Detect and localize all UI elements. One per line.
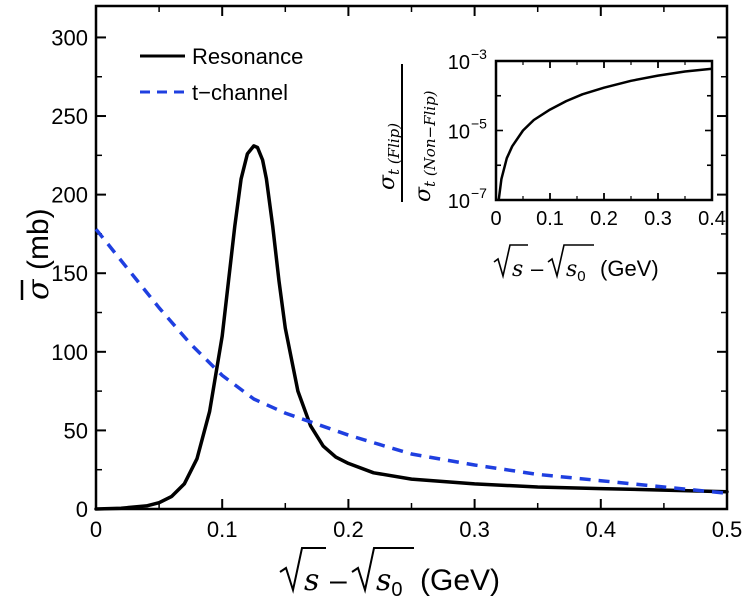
inset-y-label-numerator: σt (Flip) — [375, 123, 403, 190]
inset-y-axis-label: σt (Flip) σt (Non−Flip) — [375, 64, 439, 202]
y-tick-label: 0 — [76, 497, 88, 522]
y-tick-label: 250 — [51, 104, 88, 129]
main-x-axis-label: s – s0 (GeV) — [279, 547, 500, 601]
inset-y-tick-exponent: −5 — [471, 116, 487, 132]
sqrt-symbol-s0 — [351, 547, 414, 594]
main-series-layer — [94, 144, 729, 511]
inset-axis-ticks: 0 0.1 0.2 0.3 0.410−310−510−7 — [448, 46, 726, 230]
inset-y-tick-label: 10 — [448, 52, 470, 74]
legend: Resonance t−channel — [140, 44, 303, 105]
y-label-sigma: σ — [21, 278, 56, 300]
x-label-s0: s0 — [376, 563, 403, 601]
inset-x-label-s0: s0 — [566, 257, 586, 285]
sqrt-symbol-s — [279, 547, 326, 594]
inset-x-tick-label: 0.1 — [536, 208, 564, 230]
inset-y-label-denominator: σt (Non−Flip) — [411, 90, 439, 202]
inset-x-axis-label: s – s0 (GeV) — [493, 244, 659, 285]
inset-plot-frame — [494, 59, 714, 202]
inset-y-tick-exponent: −7 — [471, 185, 487, 201]
inset-series-layer — [497, 67, 713, 201]
main-y-axis-label: σ (mb) — [20, 208, 56, 300]
y-tick-label: 300 — [51, 25, 88, 50]
y-tick-label: 50 — [64, 418, 88, 443]
x-tick-label: 0.3 — [459, 517, 490, 542]
inset-sqrt-symbol-s — [493, 244, 528, 280]
inset-y-tick-label: 10 — [448, 191, 470, 213]
inset-x-tick-label: 0 — [490, 208, 501, 230]
x-tick-label: 0.1 — [207, 517, 238, 542]
y-label-unit: (mb) — [22, 208, 55, 270]
inset-y-tick-exponent: −3 — [471, 46, 487, 62]
x-label-minus: – — [330, 564, 347, 597]
inset-sqrt-symbol-s0 — [547, 244, 594, 280]
inset-x-tick-label: 0.4 — [698, 208, 726, 230]
inset-x-tick-label: 0.2 — [590, 208, 618, 230]
x-tick-label: 0.2 — [333, 517, 364, 542]
x-tick-label: 0.4 — [586, 517, 617, 542]
series-line-t-channel — [94, 228, 728, 496]
inset-series-line — [497, 67, 713, 201]
legend-label-t-channel: t−channel — [192, 80, 288, 105]
x-label-s: s — [304, 563, 319, 598]
x-label-unit: (GeV) — [420, 564, 500, 597]
y-tick-label: 200 — [51, 183, 88, 208]
legend-label-resonance: Resonance — [192, 44, 303, 69]
x-tick-label: 0.5 — [712, 517, 743, 542]
inset-x-label-s: s — [512, 257, 523, 282]
inset-x-tick-label: 0.3 — [644, 208, 672, 230]
series-line-resonance — [94, 144, 729, 511]
inset-x-label-minus: – — [531, 256, 544, 281]
y-tick-label: 100 — [51, 340, 88, 365]
inset-y-tick-label: 10 — [448, 122, 470, 144]
inset-x-label-unit: (GeV) — [600, 256, 659, 281]
y-tick-label: 150 — [51, 261, 88, 286]
x-tick-label: 0 — [90, 517, 102, 542]
